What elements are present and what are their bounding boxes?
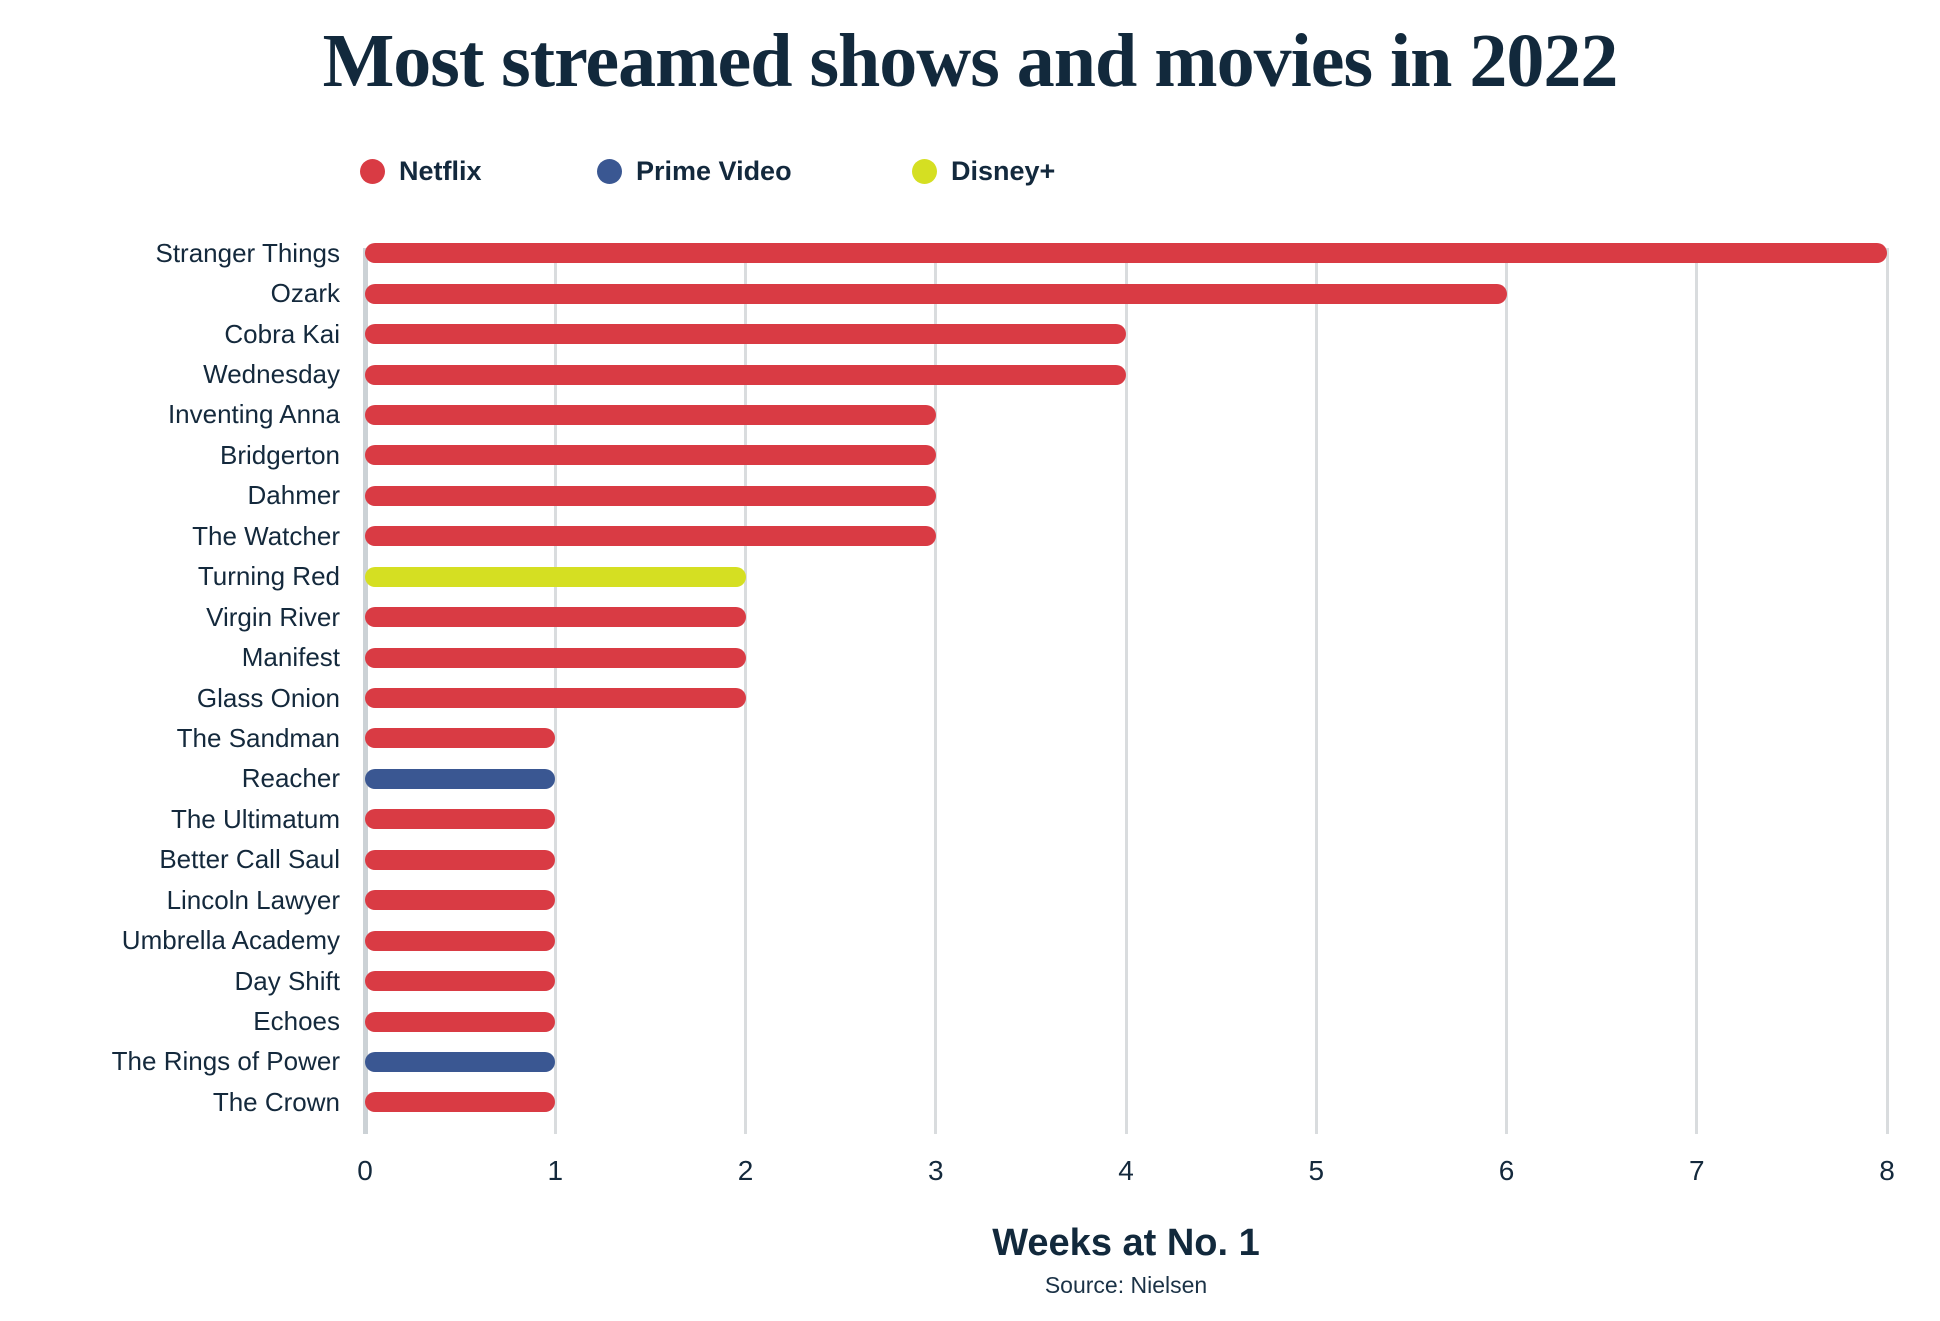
chart-row: Echoes [0,1001,1940,1041]
chart-row: Lincoln Lawyer [0,880,1940,920]
bar-label: Wednesday [203,359,340,390]
source-note: Source: Nielsen [1044,1272,1208,1298]
gridline [1695,248,1699,1134]
bar [365,243,1887,264]
bar-label: Day Shift [234,965,341,996]
legend-item: Prime Video [597,154,792,188]
x-tick-label: 6 [1498,1155,1515,1186]
chart-row: Turning Red [0,557,1940,597]
chart-row: Ozark [0,273,1940,313]
x-tick-label: 1 [547,1155,564,1186]
legend-item: Disney+ [912,154,1055,188]
bar-label: The Sandman [176,722,340,753]
bar-label: Lincoln Lawyer [166,884,340,915]
bar-label: Virgin River [206,601,340,632]
bar [365,364,1126,385]
chart-row: Dahmer [0,476,1940,516]
bar-label: The Ultimatum [170,803,340,834]
legend-label: Prime Video [636,155,792,186]
chart-row: Manifest [0,637,1940,677]
chart-row: Bridgerton [0,435,1940,475]
gridline [744,248,747,1134]
bar [365,647,746,668]
gridline [934,248,938,1134]
bar-label: Ozark [270,278,340,309]
x-axis-title: Weeks at No. 1 [992,1222,1260,1264]
gridline [1885,248,1889,1134]
chart-row: Virgin River [0,597,1940,637]
bar-label: The Watcher [192,520,340,551]
bar [365,971,556,992]
bar [365,809,556,830]
gridline [1314,248,1318,1134]
bar [365,404,936,425]
bar-label: Better Call Saul [159,844,340,875]
page-title: Most streamed shows and movies in 2022 [322,19,1619,103]
legend-label: Netflix [399,155,482,186]
bar-label: Stranger Things [155,237,340,268]
bar-label: Dahmer [247,480,340,511]
gridline [1124,248,1128,1134]
chart-row: Inventing Anna [0,395,1940,435]
x-tick-label: 0 [357,1155,373,1186]
bar-label: Umbrella Academy [121,925,340,956]
chart-row: The Watcher [0,516,1940,556]
bar [365,849,556,870]
bar-label: Bridgerton [220,439,340,470]
bar-label: Glass Onion [196,682,340,713]
bar-label: The Crown [212,1086,340,1117]
chart-row: Glass Onion [0,678,1940,718]
x-tick-label: 5 [1308,1155,1325,1186]
bar-label: Turning Red [197,561,340,592]
chart-row: The Crown [0,1082,1940,1122]
chart-row: Day Shift [0,961,1940,1001]
bar [365,890,556,911]
bar [365,768,556,789]
chart-row: Umbrella Academy [0,920,1940,960]
chart-row: The Sandman [0,718,1940,758]
legend-dot-icon [360,158,385,184]
x-tick-label: 8 [1879,1155,1895,1186]
x-tick-label: 3 [927,1155,944,1186]
bar [365,607,746,628]
bar-label: Cobra Kai [224,318,340,349]
bar [365,930,556,951]
bar [365,526,936,547]
bar [365,445,936,466]
bar [365,485,936,506]
gridline [1505,248,1508,1134]
chart-row: Better Call Saul [0,840,1940,880]
chart-row: The Ultimatum [0,799,1940,839]
bar-label: Reacher [241,763,340,794]
bar [365,566,746,587]
chart-row: Wednesday [0,354,1940,394]
bar-label: The Rings of Power [111,1046,340,1077]
legend-dot-icon [912,158,937,184]
bar [365,728,556,749]
x-tick-label: 2 [737,1155,754,1186]
x-tick-label: 7 [1688,1155,1705,1186]
bar [365,283,1507,304]
bar-label: Echoes [253,1006,340,1037]
bar [365,1051,556,1072]
bar [365,324,1126,345]
bar-label: Inventing Anna [167,399,340,430]
gridline [362,248,368,1134]
bar-rows: Stranger Things Ozark Cobra Kai Wednesday In… [0,233,1940,1123]
bar [365,688,746,709]
chart-row: Reacher [0,759,1940,799]
chart-row: The Rings of Power [0,1042,1940,1082]
legend-label: Disney+ [951,155,1056,186]
x-tick-label: 4 [1118,1155,1134,1186]
chart-row: Stranger Things [0,233,1940,273]
bar [365,1011,556,1032]
bar [365,1092,556,1113]
legend-item: Netflix [360,154,482,188]
legend-dot-icon [597,158,622,184]
bar-label: Manifest [241,642,340,673]
legend: Netflix Prime Video Disney+ [0,154,1940,188]
chart-row: Cobra Kai [0,314,1940,354]
